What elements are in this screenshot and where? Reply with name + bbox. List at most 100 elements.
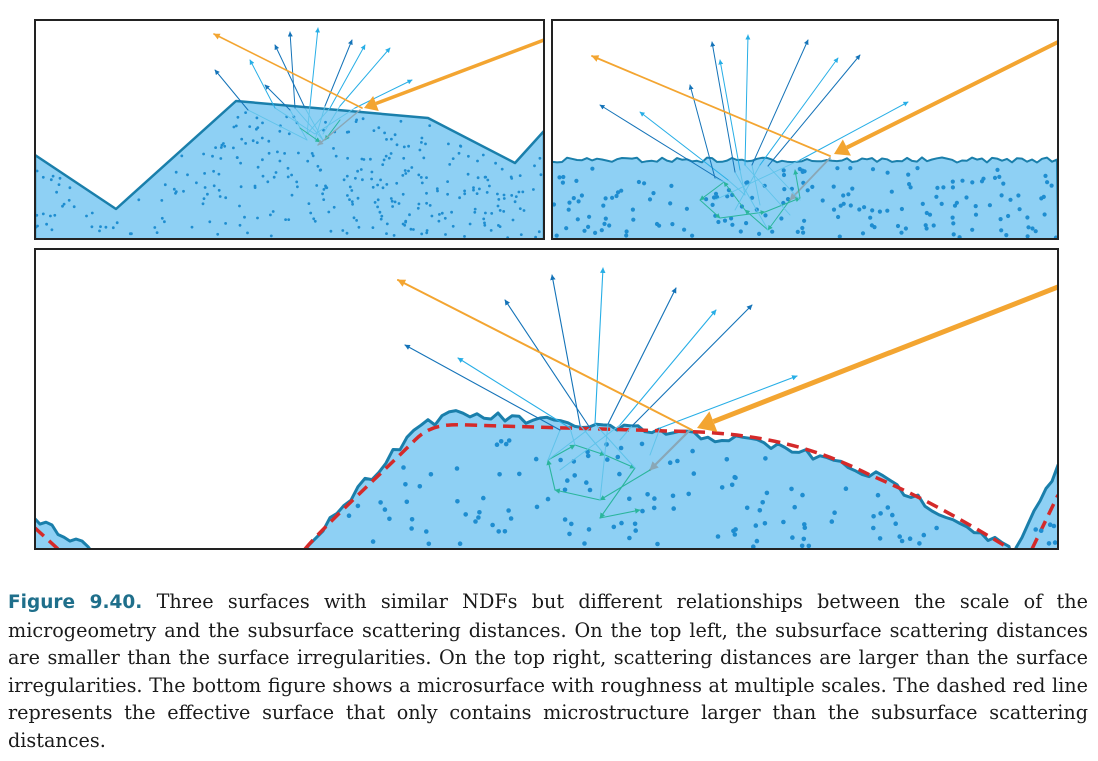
particle-dot <box>315 184 319 187</box>
particle-dot <box>950 215 955 220</box>
exit-ray <box>710 41 736 173</box>
particle-dot <box>238 223 242 227</box>
particle-dot <box>369 157 372 161</box>
particle-dot <box>220 143 224 147</box>
particle-dot <box>539 173 543 177</box>
exit-ray <box>309 27 321 107</box>
particle-dot <box>322 188 326 191</box>
exit-ray <box>457 357 571 429</box>
particle-dot <box>425 229 429 232</box>
particle-dot <box>419 176 423 179</box>
figure-caption-text: Three surfaces with similar NDFs but dif… <box>8 590 1088 752</box>
internal-path <box>594 423 636 469</box>
particle-dot <box>354 176 357 180</box>
particle-dot <box>276 150 279 154</box>
panel-top-right <box>551 19 1059 240</box>
particle-dot <box>497 198 501 201</box>
particle-dot <box>459 145 463 148</box>
particle-dot <box>261 158 264 162</box>
particle-dot <box>350 189 354 192</box>
particle-dot <box>779 216 784 221</box>
internal-path <box>294 107 324 141</box>
particle-dot <box>425 191 428 195</box>
particle-dot <box>234 124 238 128</box>
internal-ray <box>793 169 801 199</box>
particle-dot <box>1025 234 1030 239</box>
particle-dot <box>208 220 212 224</box>
particle-dot <box>355 503 361 509</box>
particle-dot <box>647 197 653 202</box>
particle-dot <box>68 186 72 190</box>
particle-dot <box>602 221 607 226</box>
particle-dot <box>214 146 218 150</box>
particle-dot <box>256 165 260 169</box>
particle-dot <box>585 453 591 459</box>
particle-dot <box>498 225 502 229</box>
particle-dot <box>790 535 795 540</box>
particle-dot <box>781 168 786 173</box>
particle-dot <box>575 217 580 222</box>
particle-dot <box>417 202 421 206</box>
particle-dot <box>587 214 592 219</box>
particle-dot <box>371 185 375 189</box>
particle-dot <box>494 161 497 165</box>
particle-dot <box>236 115 240 119</box>
particle-dot <box>906 172 911 177</box>
particle-dot <box>58 176 62 180</box>
particle-dot <box>203 186 207 189</box>
particle-dot <box>490 212 494 215</box>
particle-dot <box>212 184 216 188</box>
particle-dot <box>582 541 587 546</box>
particle-dot <box>404 172 408 175</box>
particle-dot <box>190 225 194 229</box>
particle-dot <box>393 133 397 137</box>
internal-path <box>599 423 609 501</box>
particle-dot <box>332 205 336 209</box>
particle-dot <box>960 178 965 183</box>
incident-light <box>845 40 1058 150</box>
internal-path <box>569 427 576 446</box>
particle-dot <box>652 496 657 501</box>
particle-dot <box>218 195 222 198</box>
particle-dot <box>385 138 388 141</box>
particle-dot <box>376 183 379 187</box>
particle-dot <box>610 195 615 200</box>
particle-dot <box>311 154 315 158</box>
particle-dot <box>868 215 873 220</box>
particle-dot <box>931 223 936 228</box>
particle-dot <box>572 473 577 478</box>
particle-dot <box>484 211 487 215</box>
particle-dot <box>565 478 570 483</box>
particle-dot <box>1049 183 1054 188</box>
particle-dot <box>53 213 57 217</box>
particle-dot <box>401 465 406 470</box>
particle-dot <box>347 130 351 134</box>
particle-dot <box>560 180 566 185</box>
particle-dot <box>618 445 624 451</box>
particle-dot <box>1051 523 1057 529</box>
particle-dot <box>729 482 735 488</box>
particle-dot <box>668 201 673 206</box>
particle-dot <box>545 496 551 502</box>
particle-dot <box>757 508 763 513</box>
particle-dot <box>781 519 786 525</box>
internal-path <box>619 425 633 441</box>
panel-top-left <box>34 19 545 240</box>
particle-dot <box>517 471 522 477</box>
particle-dot <box>488 184 491 188</box>
particle-dot <box>1030 226 1035 231</box>
particle-dot <box>266 180 270 184</box>
particle-dot <box>378 500 383 505</box>
particle-dot <box>310 152 314 155</box>
particle-dot <box>379 217 383 221</box>
particle-dot <box>399 119 403 123</box>
particle-dot <box>61 204 64 208</box>
particle-dot <box>716 219 721 225</box>
particle-dot <box>385 183 389 186</box>
internal-path <box>767 165 801 201</box>
particle-dot <box>1047 522 1053 527</box>
material-body-right <box>1014 463 1058 549</box>
particle-dot <box>412 228 415 231</box>
internal-path <box>322 105 341 135</box>
exit-ray <box>751 39 809 166</box>
